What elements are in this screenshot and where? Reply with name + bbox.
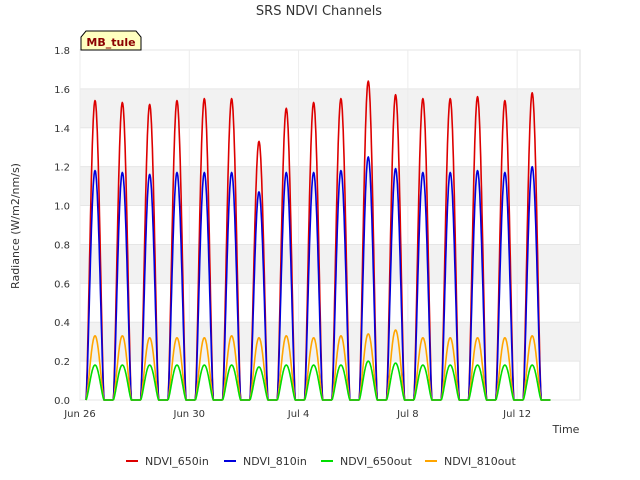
y-tick-label: 0.6 <box>54 279 70 290</box>
series-line-ndvi-810out <box>85 329 551 401</box>
y-tick-label: 1.8 <box>54 46 70 57</box>
y-tick-label: 0.0 <box>54 396 70 407</box>
grid-band <box>80 166 580 206</box>
y-axis-ticks: 0.0 0.2 0.4 0.6 0.8 1.0 1.2 1.4 1.6 1.8 <box>54 46 70 407</box>
y-tick-label: 1.4 <box>54 124 70 135</box>
x-tick-label: Jun 26 <box>63 409 96 420</box>
series-line-ndvi-810in <box>85 156 551 401</box>
legend: NDVI_650in NDVI_810in NDVI_650out NDVI_810o… <box>126 455 516 468</box>
y-tick-label: 0.4 <box>54 318 70 329</box>
y-tick-label: 1.6 <box>54 85 70 96</box>
legend-label: NDVI_650out <box>340 455 412 468</box>
site-badge-label: MB_tule <box>86 36 135 49</box>
chart-title: SRS NDVI Channels <box>256 4 382 19</box>
series-layer <box>85 80 551 401</box>
series-line-ndvi-650out <box>85 360 551 401</box>
y-axis-label: Radiance (W/m2/nm/s) <box>9 163 22 289</box>
x-tick-label: Jul 8 <box>396 409 419 420</box>
grid-band <box>80 322 580 362</box>
x-axis-label: Time <box>552 423 580 436</box>
y-tick-label: 0.8 <box>54 240 70 251</box>
y-tick-label: 0.2 <box>54 357 70 368</box>
x-tick-label: Jul 4 <box>287 409 310 420</box>
legend-label: NDVI_650in <box>145 455 209 468</box>
x-tick-label: Jun 30 <box>173 409 206 420</box>
legend-label: NDVI_810out <box>444 455 516 468</box>
x-tick-label: Jul 12 <box>502 409 531 420</box>
y-tick-label: 1.2 <box>54 163 70 174</box>
legend-label: NDVI_810in <box>243 455 307 468</box>
site-badge: MB_tule <box>80 30 142 51</box>
grid-band <box>80 244 580 284</box>
y-tick-label: 1.0 <box>54 202 70 213</box>
grid-bands <box>80 88 580 362</box>
x-axis-ticks: Jun 26 Jun 30 Jul 4 Jul 8 Jul 12 <box>63 409 531 420</box>
series-line-ndvi-650in <box>85 80 551 401</box>
site-badge-box <box>80 30 142 51</box>
grid-band <box>80 88 580 128</box>
